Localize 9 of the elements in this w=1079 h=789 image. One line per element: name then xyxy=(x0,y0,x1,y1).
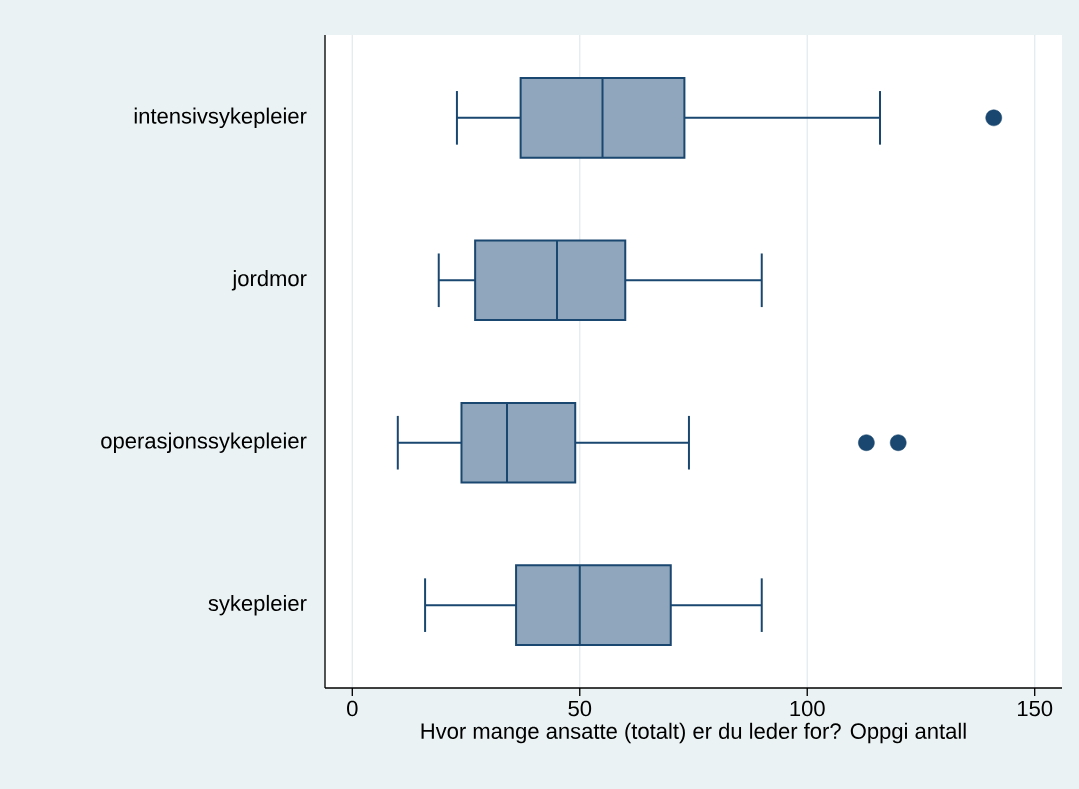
x-tick-label: 150 xyxy=(1018,700,1053,717)
y-tick-label: jordmor xyxy=(231,270,307,291)
y-tick-label: sykepleier xyxy=(208,594,307,616)
x-tick-label: 0 xyxy=(347,700,358,717)
y-tick-label: intensivsykepleier xyxy=(134,107,307,129)
y-tick-label: operasjonssykepleier xyxy=(101,432,307,453)
x-tick-label: 50 xyxy=(568,700,592,717)
x-axis-title: Hvor mange ansatte (totalt) er du leder for? Oppgi antall xyxy=(421,722,966,744)
x-tick-label: 100 xyxy=(790,700,825,717)
